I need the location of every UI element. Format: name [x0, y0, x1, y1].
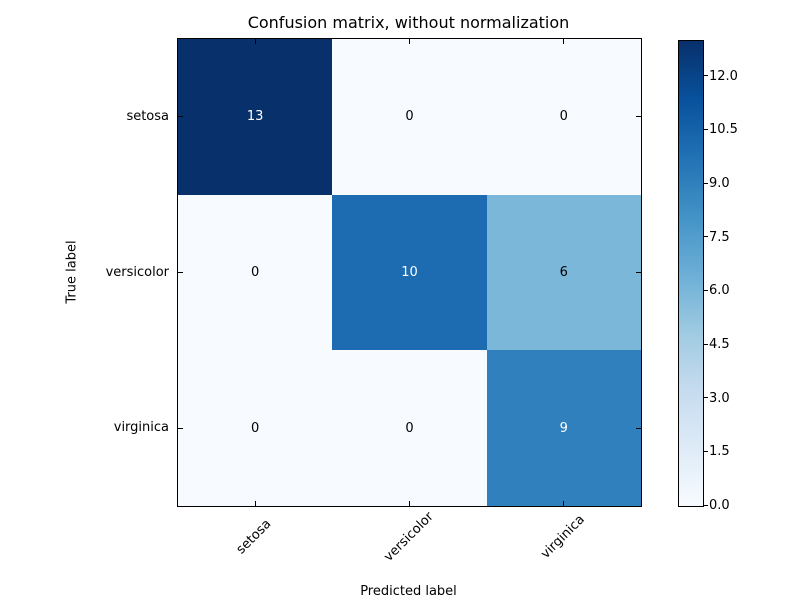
y-tick-label-versicolor: versicolor — [105, 264, 169, 280]
tick-mark — [636, 427, 641, 429]
cell-virginica-virginica: 9 — [486, 350, 641, 506]
colorbar-tick-label: 7.5 — [709, 229, 730, 245]
x-axis-label: Predicted label — [360, 584, 457, 599]
cell-value: 10 — [401, 264, 418, 280]
colorbar-tick-mark — [703, 236, 708, 238]
colorbar-tick-label: 9.0 — [709, 176, 730, 192]
colorbar-tick-mark — [703, 397, 708, 399]
tick-mark — [178, 272, 183, 273]
colorbar-tick-mark — [703, 128, 708, 130]
colorbar-tick-label: 12.0 — [709, 68, 738, 84]
colorbar-tick-mark — [703, 343, 708, 345]
cell-versicolor-versicolor: 10 — [332, 194, 487, 351]
cell-virginica-setosa: 0 — [178, 350, 333, 506]
heatmap: 13 0 0 0 10 6 0 0 9 — [177, 38, 642, 507]
tick-mark — [636, 116, 641, 118]
cell-value: 9 — [559, 420, 568, 436]
cell-value: 0 — [559, 109, 568, 125]
cell-value: 0 — [251, 264, 260, 280]
colorbar-tick-label: 6.0 — [709, 283, 730, 299]
cell-value: 13 — [246, 109, 264, 125]
y-tick-label-virginica: virginica — [113, 420, 169, 436]
cell-value: 0 — [405, 109, 414, 125]
tick-mark — [563, 501, 565, 506]
cell-value: 0 — [251, 420, 260, 436]
x-tick-label-versicolor: versicolor — [380, 509, 437, 565]
cell-setosa-virginica: 0 — [486, 39, 641, 195]
cell-value: 0 — [405, 420, 414, 436]
colorbar-tick-mark — [703, 182, 708, 184]
tick-mark — [409, 501, 410, 506]
cell-versicolor-setosa: 0 — [178, 194, 333, 351]
chart-title: Confusion matrix, without normalization — [247, 13, 570, 32]
y-tick-label-setosa: setosa — [126, 108, 169, 124]
colorbar-tick-label: 0.0 — [709, 498, 730, 513]
tick-mark — [254, 39, 256, 44]
cell-versicolor-virginica: 6 — [486, 194, 641, 351]
cell-setosa-setosa: 13 — [178, 39, 333, 195]
colorbar-tick-label: 4.5 — [709, 337, 730, 353]
tick-mark — [178, 427, 183, 429]
tick-mark — [563, 39, 565, 44]
colorbar-tick-mark — [703, 504, 708, 506]
cell-setosa-versicolor: 0 — [332, 39, 487, 195]
colorbar-tick-mark — [703, 450, 708, 452]
tick-mark — [254, 501, 256, 506]
cell-value: 6 — [559, 264, 568, 280]
colorbar-tick-label: 1.5 — [709, 444, 730, 460]
tick-mark — [178, 116, 183, 118]
tick-mark — [636, 272, 641, 273]
x-tick-label-setosa: setosa — [233, 516, 275, 558]
tick-mark — [409, 39, 410, 44]
colorbar-tick-label: 10.5 — [709, 122, 738, 138]
colorbar — [678, 40, 704, 507]
colorbar-tick-mark — [703, 75, 708, 77]
cell-virginica-versicolor: 0 — [332, 350, 487, 506]
x-tick-label-virginica: virginica — [537, 512, 588, 562]
colorbar-tick-label: 3.0 — [709, 390, 730, 406]
colorbar-tick-mark — [703, 289, 708, 291]
